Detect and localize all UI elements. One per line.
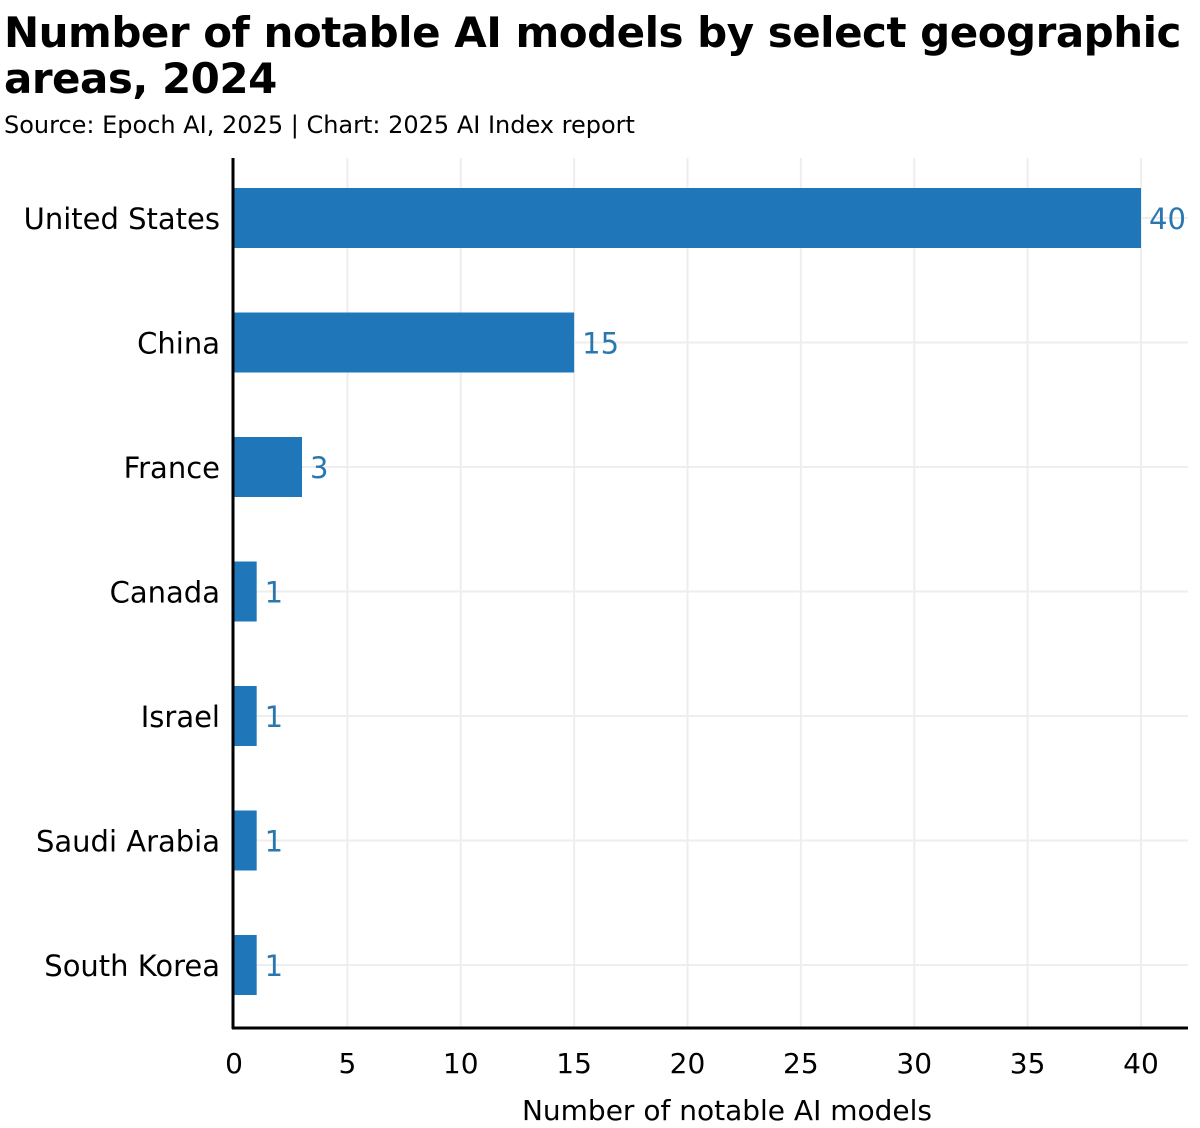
category-label: Saudi Arabia	[36, 825, 220, 859]
x-tick-label: 10	[443, 1047, 479, 1080]
x-tick-label: 0	[225, 1047, 243, 1080]
category-label: Canada	[110, 576, 220, 610]
data-label: 15	[582, 327, 619, 361]
data-labels: 40 15 3 1 1 1 1	[265, 202, 1186, 983]
x-axis-label: Number of notable AI models	[522, 1094, 932, 1127]
x-tick-labels: 0 5 10 15 20 25 30 35 40	[225, 1047, 1159, 1080]
data-label: 1	[265, 949, 283, 983]
data-label: 1	[265, 576, 283, 610]
x-tick-label: 40	[1123, 1047, 1159, 1080]
gridlines	[234, 158, 1188, 1027]
chart-title: Number of notable AI models by select ge…	[4, 8, 1181, 103]
data-label: 3	[310, 451, 328, 485]
bar-south-korea	[234, 935, 257, 995]
data-label: 40	[1149, 202, 1186, 236]
category-label: France	[124, 451, 220, 485]
bar-france	[234, 437, 303, 497]
category-label: United States	[24, 202, 220, 236]
x-tick-label: 35	[1010, 1047, 1046, 1080]
bar-china	[234, 312, 575, 373]
x-tick-label: 25	[783, 1047, 819, 1080]
data-label: 1	[265, 700, 283, 734]
data-label: 1	[265, 825, 283, 859]
bars	[234, 188, 1141, 995]
x-tick-label: 15	[556, 1047, 592, 1080]
bar-united-states	[234, 188, 1141, 248]
category-label: China	[137, 327, 220, 361]
x-tick-label: 20	[670, 1047, 706, 1080]
chart-subtitle: Source: Epoch AI, 2025 | Chart: 2025 AI …	[4, 111, 635, 139]
category-label: Israel	[141, 700, 220, 734]
category-labels: United States China France Canada Israel Saud…	[24, 202, 220, 983]
x-tick-label: 30	[896, 1047, 932, 1080]
category-label: South Korea	[44, 949, 220, 983]
bar-canada	[234, 561, 257, 622]
x-tick-label: 5	[338, 1047, 356, 1080]
bar-saudi-arabia	[234, 810, 257, 871]
bar-israel	[234, 686, 257, 746]
